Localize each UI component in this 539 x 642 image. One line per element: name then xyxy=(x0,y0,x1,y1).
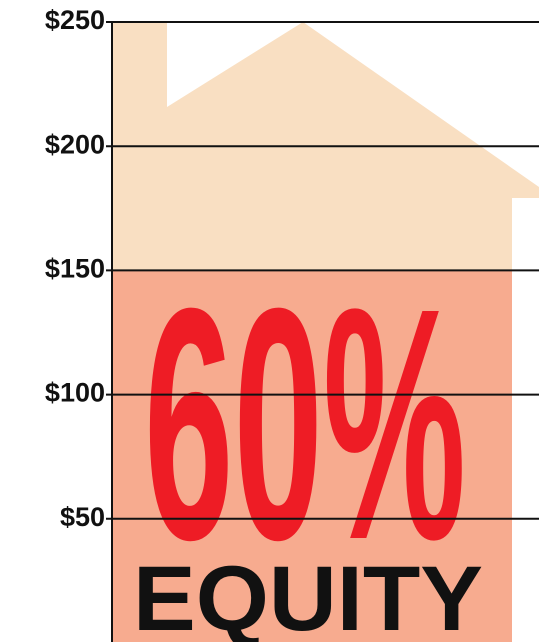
equity-label: EQUITY xyxy=(133,548,483,642)
y-tick-label: $100 xyxy=(45,378,105,408)
y-tick-label: $200 xyxy=(45,129,105,159)
y-tick-label: $150 xyxy=(45,254,105,284)
chart: 60% EQUITY $50$100$150$200$250 xyxy=(0,0,539,642)
y-tick-label: $50 xyxy=(60,502,105,532)
y-tick-label: $250 xyxy=(45,5,105,35)
